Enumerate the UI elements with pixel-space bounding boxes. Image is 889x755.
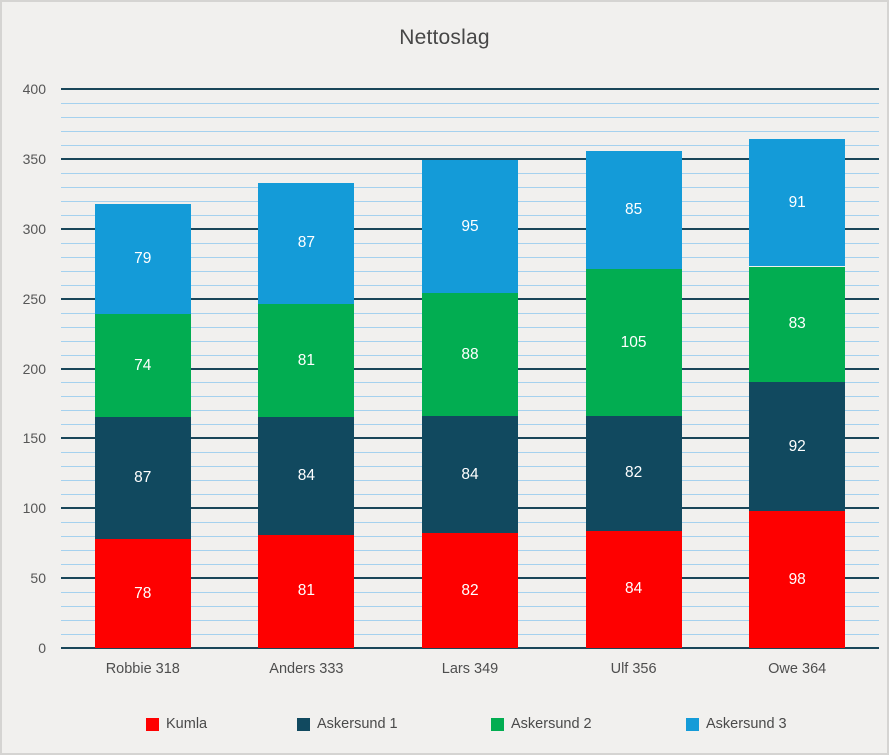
data-label: 83 bbox=[788, 315, 806, 333]
legend-swatch-icon bbox=[297, 717, 310, 731]
bar-segment[interactable]: 84 bbox=[258, 417, 355, 535]
gridline-minor bbox=[61, 116, 879, 118]
bar-segment[interactable]: 85 bbox=[585, 150, 682, 270]
y-axis-tick-label: 350 bbox=[22, 150, 46, 167]
gridline-major bbox=[61, 647, 879, 649]
x-axis-category-label: Owe 364 bbox=[768, 661, 827, 677]
data-label: 78 bbox=[134, 584, 152, 602]
y-axis-tick-label: 200 bbox=[22, 360, 46, 377]
bar-segment[interactable]: 92 bbox=[749, 382, 846, 512]
y-axis-tick-label: 150 bbox=[22, 430, 46, 447]
bar-segment[interactable]: 98 bbox=[749, 511, 846, 648]
bar-segment[interactable]: 91 bbox=[749, 139, 846, 267]
data-label: 81 bbox=[297, 582, 316, 600]
bar-segment[interactable]: 84 bbox=[585, 530, 682, 648]
data-label: 74 bbox=[134, 356, 152, 374]
x-axis-category-label: Anders 333 bbox=[269, 661, 344, 677]
data-label: 87 bbox=[297, 234, 316, 252]
y-axis-tick-label: 100 bbox=[22, 500, 46, 517]
x-axis-category-label: Lars 349 bbox=[441, 661, 499, 677]
gridline-major bbox=[61, 88, 879, 90]
data-label: 82 bbox=[624, 464, 643, 482]
y-axis-tick-label: 300 bbox=[22, 220, 46, 237]
bar-segment[interactable]: 87 bbox=[94, 417, 191, 539]
data-label: 98 bbox=[788, 570, 806, 588]
legend-swatch-icon bbox=[686, 717, 699, 731]
bar-segment[interactable]: 82 bbox=[422, 533, 518, 648]
gridline-major bbox=[61, 157, 879, 160]
legend-swatch-icon bbox=[146, 717, 159, 731]
legend-item[interactable]: Askersund 2 bbox=[491, 716, 592, 732]
legend-item[interactable]: Askersund 3 bbox=[686, 716, 787, 732]
bar-segment[interactable]: 74 bbox=[94, 314, 191, 418]
y-axis-tick-label: 250 bbox=[22, 290, 46, 307]
data-label: 91 bbox=[788, 193, 806, 211]
legend-label: Kumla bbox=[166, 716, 208, 732]
bar-segment[interactable]: 83 bbox=[749, 266, 846, 383]
y-axis-tick-label: 400 bbox=[22, 81, 46, 97]
y-axis-tick-label: 50 bbox=[30, 570, 46, 587]
data-label: 85 bbox=[624, 200, 643, 218]
legend-label: Askersund 2 bbox=[511, 716, 592, 732]
chart-title[interactable]: Nettoslag bbox=[399, 26, 490, 49]
data-label: 84 bbox=[461, 465, 479, 483]
data-label: 87 bbox=[134, 469, 152, 487]
legend-swatch-icon bbox=[491, 717, 504, 731]
data-label: 88 bbox=[461, 345, 479, 363]
data-label: 84 bbox=[624, 580, 643, 598]
gridline-minor bbox=[61, 102, 879, 104]
legend-item[interactable]: Askersund 1 bbox=[297, 716, 398, 732]
data-label: 105 bbox=[620, 333, 647, 351]
data-label: 84 bbox=[297, 467, 316, 485]
bar-segment[interactable]: 79 bbox=[94, 203, 191, 314]
y-axis-tick-label: 0 bbox=[38, 640, 46, 656]
bar-segment[interactable]: 81 bbox=[258, 534, 355, 648]
legend-item[interactable]: Kumla bbox=[146, 716, 207, 732]
bar-segment[interactable]: 87 bbox=[258, 182, 355, 305]
data-label: 79 bbox=[134, 249, 152, 267]
bar-segment[interactable]: 105 bbox=[585, 269, 682, 417]
x-axis-category-label: Ulf 356 bbox=[610, 661, 657, 677]
bar-segment[interactable]: 88 bbox=[422, 293, 518, 417]
bar-segment[interactable]: 78 bbox=[94, 539, 191, 648]
gridline-minor bbox=[61, 130, 879, 132]
data-label: 92 bbox=[788, 437, 806, 455]
bar-segment[interactable]: 82 bbox=[585, 416, 682, 531]
data-label: 81 bbox=[297, 351, 316, 369]
legend-label: Askersund 3 bbox=[706, 716, 787, 732]
bar-segment[interactable]: 95 bbox=[422, 160, 518, 294]
gridline-minor bbox=[61, 144, 879, 146]
data-label: 82 bbox=[461, 581, 479, 599]
legend-label: Askersund 1 bbox=[317, 716, 398, 732]
bar-segment[interactable]: 81 bbox=[258, 304, 355, 418]
bar-segment[interactable]: 84 bbox=[422, 416, 518, 534]
plot-area: 78 87 74 79 81 84 81 87 82 84 88 95 84 82 105 85 98 92 83 9… bbox=[61, 88, 879, 649]
x-axis-category-label: Robbie 318 bbox=[105, 661, 180, 677]
data-label: 95 bbox=[461, 217, 479, 235]
